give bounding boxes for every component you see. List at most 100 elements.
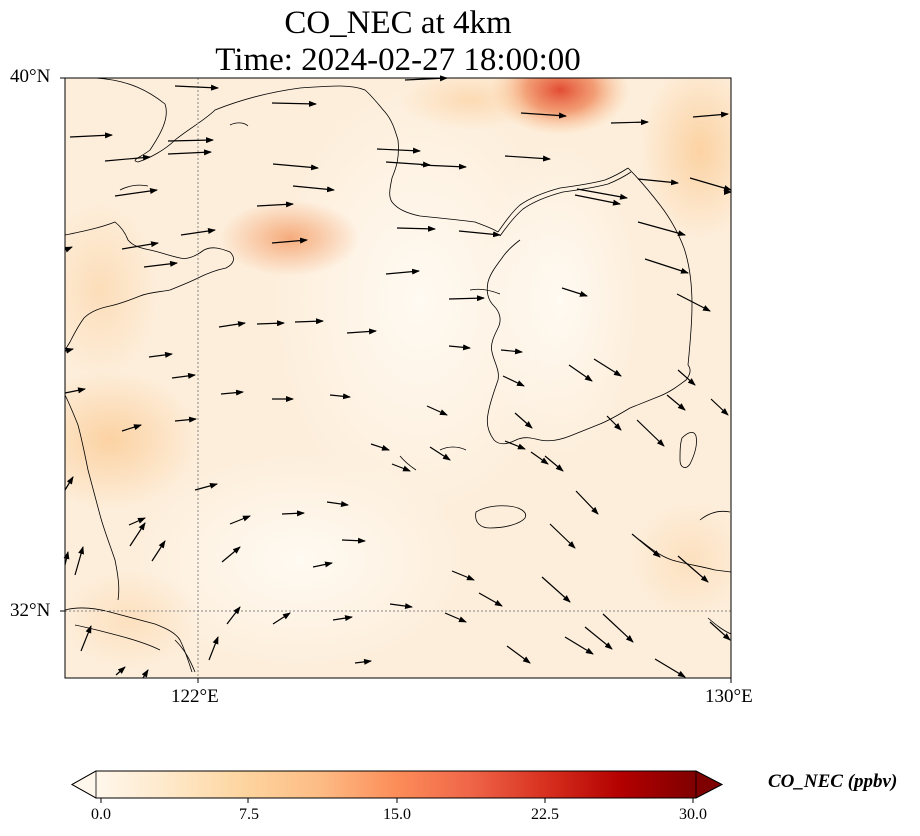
wind-vector-arrow [593, 358, 622, 377]
wind-vector-arrow [229, 515, 251, 525]
colorbar-label: CO_NEC (ppbv) [768, 771, 898, 792]
map-frame [64, 77, 732, 679]
wind-vector-arrow [341, 537, 366, 544]
wind-vector-arrow [444, 612, 467, 623]
wind-vector-arrow [676, 293, 711, 312]
wind-vector-arrow [174, 416, 197, 423]
wind-vector-arrow [104, 154, 151, 162]
wind-vector-arrow [80, 625, 92, 652]
wind-vector-arrow [504, 440, 526, 450]
wind-vector-arrow [74, 546, 84, 576]
wind-vector-arrow [167, 149, 212, 156]
wind-vector-arrow [370, 443, 390, 451]
wind-vector-arrow [292, 185, 335, 193]
wind-vector-arrow [541, 576, 571, 603]
wind-vector-arrow [637, 221, 686, 237]
lon-label-130e: 130°E [705, 686, 753, 707]
coastlines [65, 78, 731, 673]
wind-vector-arrow [220, 389, 244, 396]
wind-vector-arrow [121, 241, 159, 250]
wind-vector-arrow [141, 669, 149, 679]
wind-vector-arrow [115, 666, 126, 676]
wind-vector-arrow [226, 606, 241, 625]
colorbar-min-extend [71, 770, 97, 799]
wind-vector-arrow [396, 225, 436, 232]
colorbar-outline [70, 770, 724, 799]
wind-vector-arrow [584, 626, 613, 650]
colorbar-tick-label: 0.0 [91, 806, 111, 823]
wind-vector-arrow [256, 201, 294, 208]
map-title: CO_NEC at 4km [284, 5, 512, 41]
wind-vector-arrow [256, 320, 285, 327]
wind-vector-arrow [114, 188, 158, 197]
wind-vector-arrow [354, 658, 372, 665]
wind-vector-arrow [64, 476, 74, 491]
wind-vector-arrow [677, 555, 709, 583]
wind-vector-arrow [637, 178, 679, 186]
wind-vector-arrow [677, 369, 696, 386]
wind-vector-arrow [606, 415, 622, 431]
wind-vector-arrow [346, 328, 377, 335]
wind-vector-arrow [64, 387, 86, 394]
wind-vector-arrow [69, 132, 113, 139]
wind-vector-arrow [500, 348, 523, 355]
wind-vector-arrow [271, 237, 308, 244]
wind-vector-arrow [644, 258, 689, 274]
wind-vector-arrow [271, 100, 317, 107]
colorbar-gradient [96, 771, 696, 798]
wind-vector-arrow [167, 137, 214, 144]
wind-vector-arrow [451, 570, 475, 581]
wind-vector-arrow [575, 490, 599, 515]
colorbar-tick-label: 30.0 [679, 806, 707, 823]
wind-vector-arrow [549, 523, 576, 549]
map-subtitle-time: Time: 2024-02-27 18:00:00 [215, 42, 581, 78]
wind-vector-arrow [64, 246, 73, 253]
wind-vector-arrow [174, 84, 219, 91]
wind-vector-arrow [710, 398, 729, 416]
wind-vector-arrow [709, 621, 731, 641]
wind-vector-arrow [564, 636, 594, 655]
wind-vector-arrow [376, 147, 421, 154]
wind-vector-arrow [294, 318, 324, 325]
wind-vector-arrow [420, 163, 467, 170]
wind-vector-arrow [129, 522, 146, 547]
wind-vector-arrow [506, 645, 531, 664]
wind-vector-arrow [426, 405, 448, 416]
wind-vector-field [63, 75, 732, 679]
gridlines [65, 78, 731, 678]
wind-vector-arrow [636, 419, 665, 447]
colorbar-tick-label: 15.0 [383, 806, 411, 823]
wind-vector-arrow [530, 451, 549, 465]
wind-vector-arrow [151, 540, 166, 562]
wind-vector-arrow [194, 482, 218, 491]
wind-vector-arrow [329, 393, 351, 400]
wind-vector-arrow [576, 188, 628, 200]
colorbar [70, 770, 724, 803]
wind-vector-arrow [520, 112, 567, 119]
wind-vector-arrow [458, 230, 501, 238]
wind-vector-arrow [148, 351, 173, 358]
wind-vector-arrow [429, 446, 451, 461]
lon-label-122e: 122°E [171, 686, 219, 707]
wind-vector-arrow [561, 287, 588, 297]
wind-vector-arrow [448, 344, 471, 351]
wind-vector-arrow [389, 603, 413, 610]
wind-vector-arrow [504, 155, 551, 162]
wind-vector-arrow [171, 372, 196, 379]
wind-vector-arrow [574, 194, 621, 206]
wind-vector-arrow [180, 228, 216, 236]
colorbar-tick-label: 22.5 [531, 806, 559, 823]
wind-vector-arrow [631, 533, 661, 558]
wind-vector-arrow [610, 119, 649, 126]
wind-vector-arrow [218, 321, 246, 328]
wind-vector-arrow [312, 561, 333, 568]
wind-vector-arrow [692, 111, 729, 118]
wind-vector-arrow [281, 510, 305, 517]
lat-label-32n: 32°N [10, 600, 51, 621]
wind-vector-arrow [121, 424, 142, 432]
wind-vector-arrow [64, 347, 74, 354]
wind-vector-arrow [448, 295, 485, 302]
wind-vector-arrow [272, 163, 319, 171]
wind-vector-arrow [272, 612, 291, 625]
